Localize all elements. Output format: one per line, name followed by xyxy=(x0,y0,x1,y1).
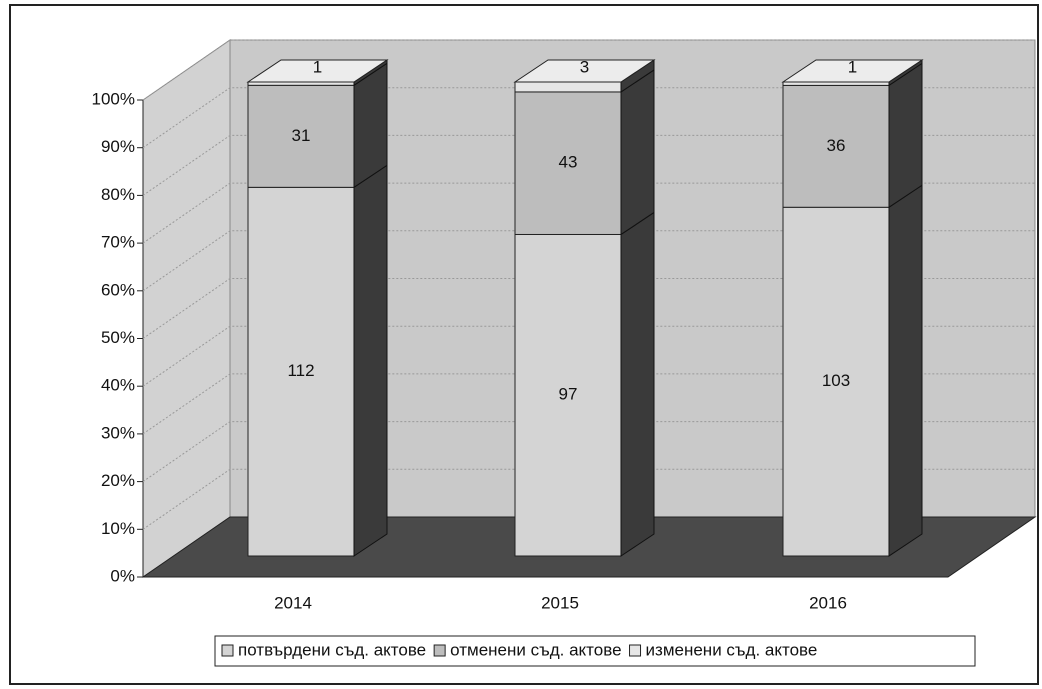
bar-front xyxy=(782,206,890,557)
bar-top xyxy=(246,59,389,83)
bar-front xyxy=(782,84,890,208)
y-tick-label: 60% xyxy=(101,280,135,299)
bar-front xyxy=(782,81,890,86)
bar-segment xyxy=(246,59,389,87)
grid-line xyxy=(142,230,1035,292)
data-label: 36 xyxy=(827,136,846,155)
x-tick-label: 2014 xyxy=(274,593,312,612)
x-tick-label: 2016 xyxy=(809,593,847,612)
data-label: 97 xyxy=(559,385,578,404)
bar-segment xyxy=(247,164,388,557)
y-tick-label: 0% xyxy=(110,566,135,585)
bar-front xyxy=(247,186,355,557)
x-tick-label: 2015 xyxy=(541,593,579,612)
bar-side xyxy=(620,69,655,236)
y-tick-label: 40% xyxy=(101,376,135,395)
grid-line xyxy=(142,39,1035,101)
bar-segment xyxy=(781,59,924,87)
grid-line xyxy=(142,373,1035,435)
data-label: 1 xyxy=(848,57,857,76)
y-tick-label: 50% xyxy=(101,328,135,347)
y-tick-label: 30% xyxy=(101,423,135,442)
y-tick-label: 90% xyxy=(101,137,135,156)
bar-segment xyxy=(514,211,655,557)
data-label: 103 xyxy=(822,371,850,390)
y-tick-label: 70% xyxy=(101,233,135,252)
legend-label: отменени съд. актове xyxy=(450,640,621,659)
data-label: 112 xyxy=(287,361,314,380)
bar-segment xyxy=(247,62,388,189)
bar-top xyxy=(781,59,924,83)
bar-segment xyxy=(513,59,656,93)
bar-side xyxy=(888,62,923,209)
y-tick-label: 100% xyxy=(92,89,135,108)
y-tick-label: 80% xyxy=(101,185,135,204)
bar-front xyxy=(247,84,355,188)
bar-top xyxy=(513,59,656,83)
legend-swatch xyxy=(221,644,234,657)
bar-front xyxy=(514,91,622,235)
grid-line xyxy=(142,421,1035,483)
legend xyxy=(214,635,976,667)
data-label: 31 xyxy=(292,126,311,145)
bar-segment xyxy=(782,184,923,557)
legend-swatch xyxy=(629,644,642,657)
grid-line xyxy=(142,278,1035,339)
bar-side xyxy=(888,184,923,557)
bar-side xyxy=(353,164,388,557)
y-tick-label: 10% xyxy=(101,519,135,538)
bar-segment xyxy=(782,62,923,209)
legend-swatch xyxy=(433,644,446,657)
data-label: 1 xyxy=(313,57,322,76)
bar-front xyxy=(514,233,622,557)
grid-line xyxy=(142,325,1035,387)
bar-front xyxy=(514,81,622,93)
legend-label: потвърдени съд. актове xyxy=(238,640,426,659)
legend-label: изменени съд. актове xyxy=(646,640,818,659)
y-tick-label: 20% xyxy=(101,471,135,490)
bar-side xyxy=(620,211,655,557)
data-label: 3 xyxy=(580,57,589,76)
bar-segment xyxy=(514,69,655,236)
grid-line xyxy=(142,87,1035,149)
grid-line xyxy=(142,182,1035,244)
data-label: 43 xyxy=(559,153,578,172)
grid-line xyxy=(142,468,1035,530)
grid-line xyxy=(142,134,1035,196)
